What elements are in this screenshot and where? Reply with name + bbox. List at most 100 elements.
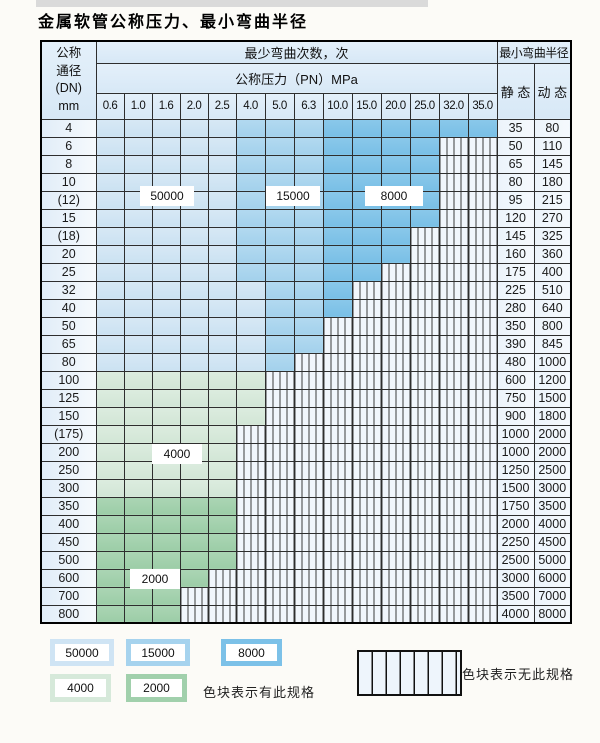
dn-cell: (12) — [40, 190, 97, 210]
spec-cell-4000 — [95, 424, 125, 444]
legend-swatch-50000: 50000 — [50, 639, 114, 666]
spec-cell-8000 — [380, 226, 411, 246]
spec-cell-50000 — [179, 280, 209, 300]
spec-cell-15000 — [235, 244, 266, 264]
spec-cell-4000 — [179, 424, 209, 444]
spec-cell-2000 — [151, 514, 181, 534]
no-spec-cell — [438, 586, 469, 606]
no-spec-cell — [438, 388, 469, 408]
dynamic-value: 845 — [533, 334, 572, 354]
spec-cell-4000 — [123, 406, 153, 426]
spec-cell-15000 — [264, 154, 295, 174]
cycle-count-label: 4000 — [152, 444, 202, 464]
spec-cell-4000 — [123, 388, 153, 408]
no-spec-cell — [409, 532, 440, 552]
spec-cell-15000 — [264, 118, 295, 138]
no-spec-cell — [409, 334, 440, 354]
dynamic-value: 1200 — [533, 370, 572, 390]
no-spec-cell — [293, 352, 324, 372]
spec-cell-50000 — [151, 208, 181, 228]
pressure-tick: 32.0 — [438, 92, 469, 120]
dynamic-value: 215 — [533, 190, 572, 210]
spec-cell-2000 — [151, 532, 181, 552]
no-spec-cell — [322, 352, 353, 372]
table-row: 80 480 1000 — [40, 352, 572, 372]
no-spec-cell — [438, 496, 469, 516]
pressure-tick: 5.0 — [264, 92, 295, 120]
table-row: (175) 1000 2000 — [40, 424, 572, 444]
spec-cell-50000 — [207, 244, 237, 264]
pressure-tick: 2.5 — [207, 92, 237, 120]
no-spec-cell — [467, 172, 498, 192]
spec-cell-4000 — [207, 424, 237, 444]
static-value: 3500 — [496, 586, 535, 606]
spec-cell-50000 — [151, 334, 181, 354]
spec-cell-4000 — [207, 478, 237, 498]
spec-cell-4000 — [207, 442, 237, 462]
no-spec-cell — [467, 388, 498, 408]
spec-cell-50000 — [179, 118, 209, 138]
spec-cell-2000 — [95, 604, 125, 624]
no-spec-cell — [380, 262, 411, 282]
table-row: 125 750 1500 — [40, 388, 572, 408]
spec-cell-2000 — [95, 514, 125, 534]
static-value: 80 — [496, 172, 535, 192]
no-spec-cell — [409, 262, 440, 282]
no-spec-cell — [179, 604, 209, 624]
static-value: 145 — [496, 226, 535, 246]
dn-cell: 800 — [40, 604, 97, 624]
spec-cell-15000 — [264, 352, 295, 372]
no-spec-cell — [351, 514, 382, 534]
cycle-count-label: 2000 — [130, 569, 180, 589]
spec-cell-4000 — [95, 442, 125, 462]
no-spec-cell — [293, 532, 324, 552]
table-row: 450 2250 4500 — [40, 532, 572, 552]
spec-cell-50000 — [179, 316, 209, 336]
static-value: 65 — [496, 154, 535, 174]
no-spec-cell — [438, 532, 469, 552]
no-spec-cell — [380, 442, 411, 462]
spec-cell-50000 — [151, 298, 181, 318]
no-spec-cell — [293, 604, 324, 624]
no-spec-cell — [322, 514, 353, 534]
no-spec-cell — [293, 370, 324, 390]
spec-cell-15000 — [264, 244, 295, 264]
spec-cell-50000 — [179, 208, 209, 228]
spec-cell-50000 — [123, 208, 153, 228]
dynamic-value: 2000 — [533, 442, 572, 462]
no-spec-cell — [351, 532, 382, 552]
spec-cell-50000 — [95, 208, 125, 228]
no-spec-cell — [438, 568, 469, 588]
table-row: 200 1000 2000 — [40, 442, 572, 462]
radius-header: 最小弯曲半径 — [496, 40, 572, 64]
spec-cell-2000 — [95, 586, 125, 606]
spec-cell-4000 — [179, 406, 209, 426]
no-spec-cell — [380, 550, 411, 570]
static-value: 1000 — [496, 424, 535, 444]
no-spec-cell — [409, 460, 440, 480]
no-spec-cell — [467, 352, 498, 372]
dynamic-value: 360 — [533, 244, 572, 264]
spec-cell-2000 — [179, 532, 209, 552]
static-value: 1000 — [496, 442, 535, 462]
no-spec-cell — [467, 604, 498, 624]
no-spec-cell — [351, 334, 382, 354]
spec-cell-4000 — [207, 406, 237, 426]
spec-cell-2000 — [207, 532, 237, 552]
no-spec-cell — [409, 424, 440, 444]
static-value: 2500 — [496, 550, 535, 570]
spec-cell-50000 — [95, 226, 125, 246]
spec-cell-50000 — [235, 298, 266, 318]
spec-cell-50000 — [235, 280, 266, 300]
no-spec-cell — [438, 334, 469, 354]
spec-cell-8000 — [380, 244, 411, 264]
spec-cell-2000 — [95, 496, 125, 516]
spec-cell-8000 — [322, 190, 353, 210]
no-spec-cell — [351, 550, 382, 570]
spec-cell-50000 — [207, 280, 237, 300]
spec-cell-50000 — [95, 298, 125, 318]
spec-cell-50000 — [151, 136, 181, 156]
spec-cell-50000 — [179, 136, 209, 156]
dynamic-value: 325 — [533, 226, 572, 246]
no-spec-cell — [467, 154, 498, 174]
